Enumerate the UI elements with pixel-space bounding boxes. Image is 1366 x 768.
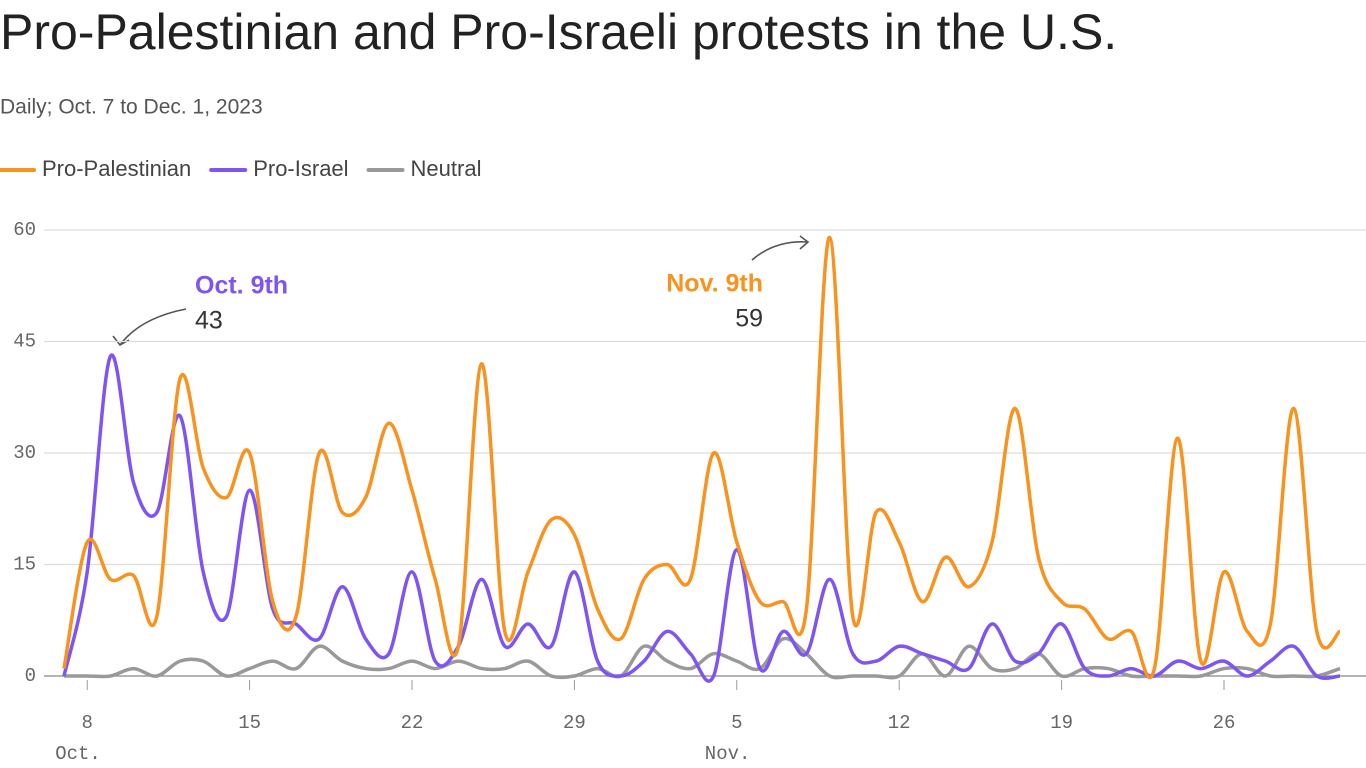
y-tick-label: 30 — [13, 442, 36, 464]
x-tick-label: 26 — [1213, 712, 1236, 734]
series-line — [62, 353, 1341, 683]
annotation-value: 43 — [195, 307, 223, 335]
arrow — [751, 241, 809, 261]
chart-subtitle: Daily; Oct. 7 to Dec. 1, 2023 — [0, 96, 263, 119]
x-tick-label: 29 — [563, 712, 586, 734]
annotation-label: Oct. 9th — [195, 272, 288, 300]
y-tick-label: 60 — [13, 219, 36, 241]
legend-label: Neutral — [411, 156, 482, 181]
annotation-value: 59 — [735, 305, 763, 333]
legend-label: Pro-Palestinian — [42, 156, 191, 181]
series-line — [63, 636, 1341, 680]
y-tick-label: 45 — [13, 331, 36, 353]
x-tick-label: 8 — [81, 712, 92, 734]
x-tick-label: 12 — [888, 712, 911, 734]
arrow — [119, 308, 187, 346]
x-month-label: Nov. — [705, 743, 751, 765]
arrow-head — [799, 235, 810, 250]
series-line — [62, 235, 1342, 680]
x-month-label: Oct. — [55, 743, 101, 765]
legend-label: Pro-Israel — [253, 156, 348, 181]
x-tick-label: 5 — [731, 712, 742, 734]
y-tick-label: 0 — [25, 665, 36, 687]
y-tick-label: 15 — [13, 554, 36, 576]
x-tick-label: 22 — [401, 712, 424, 734]
chart-title: Pro-Palestinian and Pro-Israeli protests… — [0, 4, 1117, 60]
x-tick-label: 15 — [238, 712, 261, 734]
x-tick-label: 19 — [1050, 712, 1073, 734]
annotation-label: Nov. 9th — [666, 270, 763, 298]
